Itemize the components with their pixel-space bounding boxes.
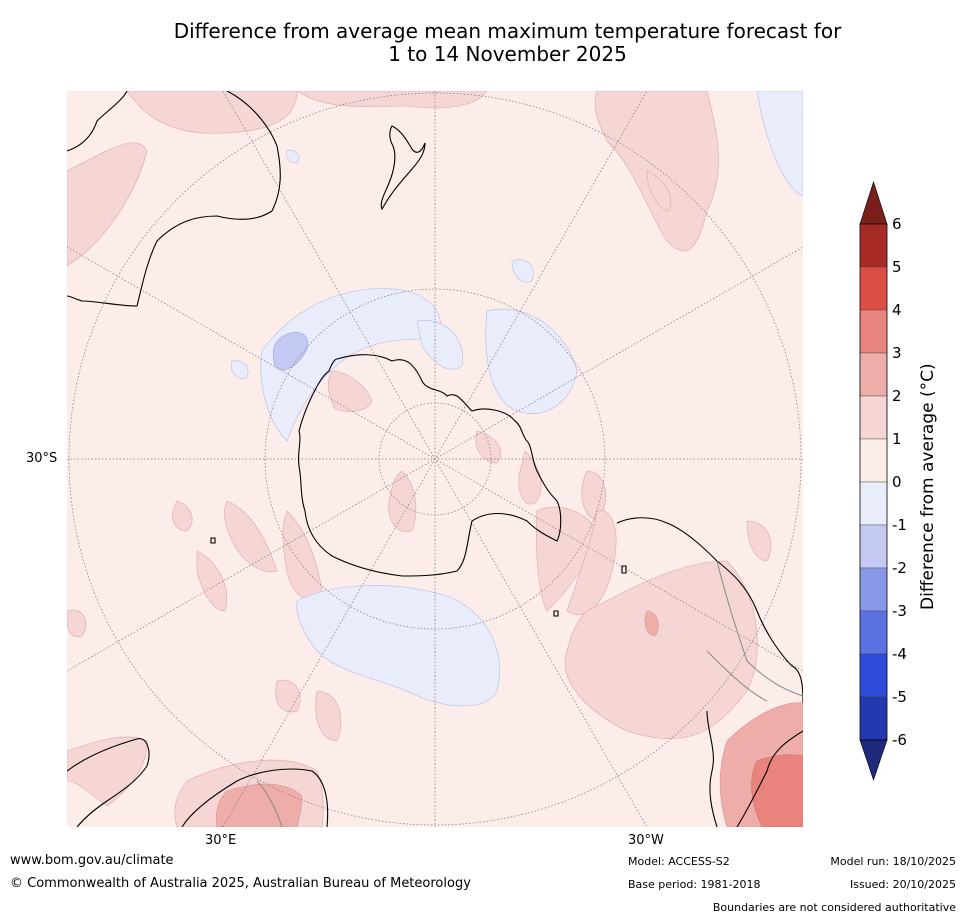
colorbar-segment: [859, 524, 888, 569]
colorbar-segment: [859, 438, 888, 483]
colorbar-segment: [859, 309, 888, 354]
colorbar-extend-min: [859, 739, 888, 781]
island: [621, 565, 627, 574]
lat-circle-60s: [264, 288, 606, 630]
disclaimer-text: Boundaries are not considered authoritat…: [712, 901, 956, 914]
colorbar-tick-label: -3: [892, 602, 907, 620]
colorbar-segment: [859, 653, 888, 698]
colorbar-segment: [859, 481, 888, 526]
colorbar-segment: [859, 610, 888, 655]
cooler-anomaly-patches: [272, 331, 309, 371]
antarctica-coast: [297, 354, 562, 577]
colorbar-tick-label: -4: [892, 645, 907, 663]
colorbar-tick-label: 0: [892, 473, 902, 491]
colorbar-segment: [859, 696, 888, 741]
model-text: Model: ACCESS-S2: [628, 855, 730, 868]
issued-text: Issued: 20/10/2025: [849, 878, 956, 891]
graticule: [67, 91, 803, 827]
colorbar-tick-label: -1: [892, 516, 907, 534]
colorbar-tick-label: 6: [892, 215, 902, 233]
colorbar-segment: [859, 223, 888, 268]
colorbar-frame: [859, 223, 888, 741]
longitude-label-30w: 30°W: [628, 833, 664, 848]
warm-anomaly-patches: [67, 91, 772, 827]
hot-anomaly-patches: [751, 754, 803, 827]
colorbar-tick-label: 4: [892, 301, 902, 319]
latitude-label-30s: 30°S: [26, 451, 58, 466]
model-run-text: Model run: 18/10/2025: [830, 855, 956, 868]
colorbar-segment: [859, 567, 888, 612]
colorbar-tick-label: -5: [892, 688, 907, 706]
south-america-coast: [616, 517, 803, 827]
colorbar-segment: [859, 266, 888, 311]
coastlines: [67, 91, 803, 827]
colorbar-segment: [859, 395, 888, 440]
longitude-label-30e: 30°E: [205, 833, 237, 848]
cool-anomaly-patches: [230, 91, 803, 707]
website-link[interactable]: www.bom.gov.au/climate: [10, 853, 174, 868]
island: [553, 610, 559, 617]
polar-map: [67, 91, 803, 827]
africa-coast: [67, 738, 329, 827]
colorbar-extend-max: [859, 181, 888, 225]
copyright-text: © Commonwealth of Australia 2025, Austra…: [10, 876, 471, 891]
new-zealand-coast: [380, 125, 426, 211]
colorbar-tick-label: 1: [892, 430, 902, 448]
colorbar-segments: [859, 223, 888, 741]
base-period-text: Base period: 1981-2018: [628, 878, 761, 891]
meridian-120: [67, 246, 803, 672]
map-canvas: [67, 91, 803, 827]
country-boundaries: [256, 560, 803, 827]
title-line-2: 1 to 14 November 2025: [388, 42, 627, 66]
colorbar-tick-label: 2: [892, 387, 902, 405]
colorbar-tick-label: -2: [892, 559, 907, 577]
colorbar-segment: [859, 352, 888, 397]
colorbar-tick-label: -6: [892, 731, 907, 749]
island: [210, 537, 216, 544]
colorbar-tick-label: 5: [892, 258, 902, 276]
chart-title: Difference from average mean maximum tem…: [0, 20, 965, 66]
colorbar-tick-label: 3: [892, 344, 902, 362]
colorbar: [850, 180, 965, 790]
lat-circle-30s: [68, 92, 802, 826]
title-line-1: Difference from average mean maximum tem…: [173, 19, 842, 43]
colorbar-svg: [859, 181, 888, 781]
colorbar-label: Difference from average (°C): [918, 363, 938, 610]
australia-coast: [67, 91, 281, 307]
